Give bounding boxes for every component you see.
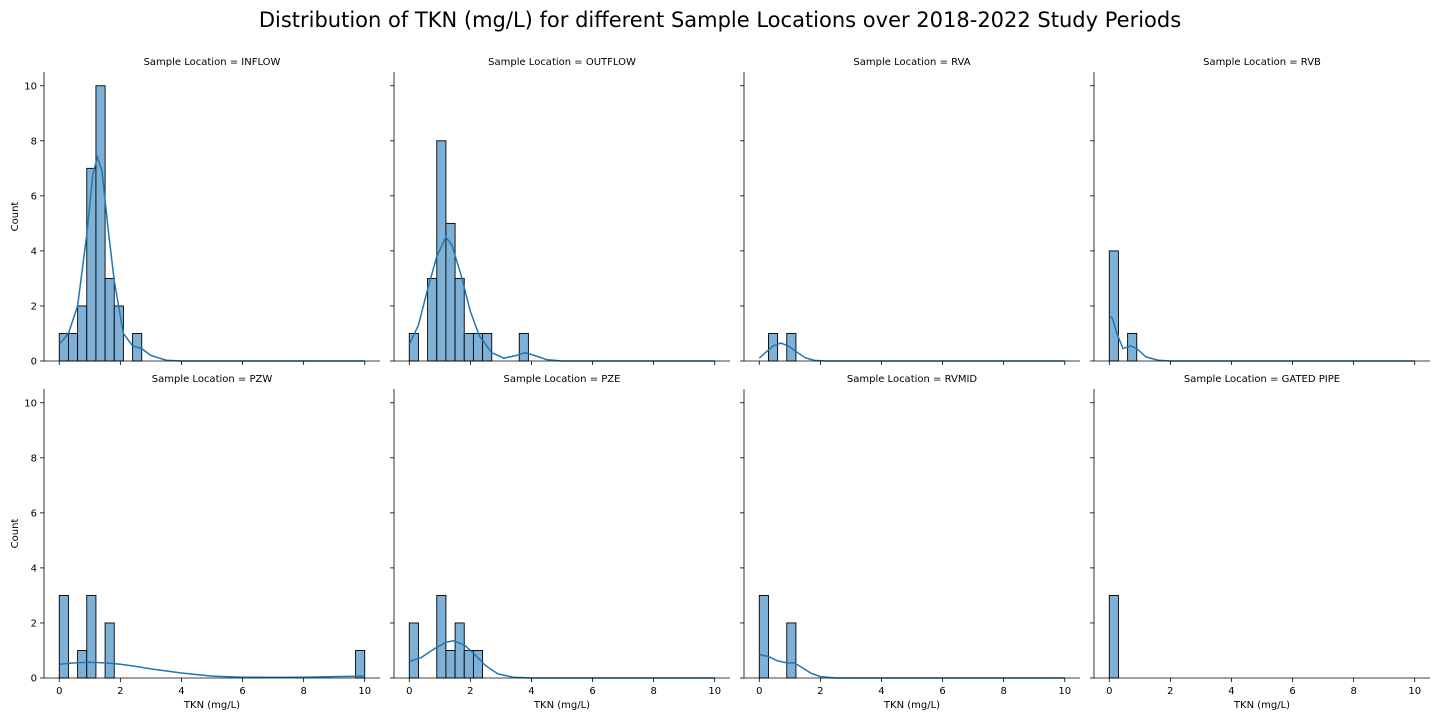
histogram-bar bbox=[408, 622, 419, 679]
facet-panel: Sample Location = RVMID 0 2 4 6 8 10 TKN (mg/L) bbox=[740, 374, 1080, 711]
kde-line bbox=[758, 342, 1065, 362]
x-tick-label: 10 bbox=[1408, 686, 1421, 697]
y-tick-label: 0 bbox=[31, 674, 37, 685]
y-tick-label: 6 bbox=[31, 508, 37, 519]
histogram-bar bbox=[518, 333, 529, 362]
x-axis-label: TKN (mg/L) bbox=[883, 700, 940, 711]
x-axis-label: TKN (mg/L) bbox=[183, 700, 240, 711]
histogram-bar bbox=[463, 333, 474, 362]
histogram-bar bbox=[58, 594, 69, 679]
facet-panel: Sample Location = PZW 0 2 4 6 8 10 0 2 4 6 8 10 TKN (… bbox=[10, 374, 380, 711]
x-tick-label: 2 bbox=[817, 686, 823, 697]
histogram-bar bbox=[454, 277, 465, 362]
panel-title: Sample Location = RVA bbox=[853, 57, 970, 68]
y-tick-label: 8 bbox=[31, 453, 37, 464]
histogram-bar bbox=[436, 594, 447, 679]
histogram-bar bbox=[786, 622, 797, 679]
y-tick-label: 8 bbox=[31, 136, 37, 147]
panel-title: Sample Location = GATED PIPE bbox=[1184, 374, 1340, 385]
histogram-bar bbox=[86, 167, 97, 362]
y-tick-label: 10 bbox=[24, 81, 37, 92]
panel-title: Sample Location = RVMID bbox=[847, 374, 978, 385]
x-tick-label: 0 bbox=[406, 686, 412, 697]
histogram-bar bbox=[95, 85, 106, 362]
x-tick-label: 6 bbox=[239, 686, 245, 697]
histogram-bar bbox=[67, 333, 79, 362]
histogram-bar bbox=[77, 305, 88, 362]
histogram-bar bbox=[408, 333, 419, 362]
histogram-bar bbox=[1108, 594, 1119, 679]
histogram-bar bbox=[427, 277, 438, 362]
x-tick-label: 4 bbox=[178, 686, 184, 697]
x-tick-label: 8 bbox=[650, 686, 656, 697]
histogram-bar bbox=[454, 622, 465, 679]
panel-title: Sample Location = INFLOW bbox=[144, 57, 281, 68]
histogram-bar bbox=[767, 333, 779, 362]
x-tick-label: 8 bbox=[1000, 686, 1006, 697]
x-tick-label: 6 bbox=[939, 686, 945, 697]
x-tick-label: 4 bbox=[528, 686, 534, 697]
x-tick-label: 6 bbox=[1289, 686, 1295, 697]
x-tick-label: 10 bbox=[358, 686, 371, 697]
x-axis-label: TKN (mg/L) bbox=[1233, 700, 1290, 711]
facet-panel: Sample Location = GATED PIPE 0 2 4 6 8 10 TKN (… bbox=[1090, 374, 1430, 711]
x-tick-label: 10 bbox=[1058, 686, 1071, 697]
x-tick-label: 2 bbox=[1167, 686, 1173, 697]
x-tick-label: 4 bbox=[1228, 686, 1234, 697]
kde-line bbox=[759, 653, 1065, 679]
histogram-bar bbox=[355, 650, 366, 679]
histogram-bar bbox=[463, 650, 474, 679]
x-tick-label: 0 bbox=[1106, 686, 1112, 697]
x-tick-label: 0 bbox=[56, 686, 62, 697]
x-tick-label: 10 bbox=[708, 686, 721, 697]
panel-title: Sample Location = RVB bbox=[1203, 57, 1321, 68]
y-tick-label: 2 bbox=[31, 301, 37, 312]
histogram-bar bbox=[436, 140, 447, 362]
histogram-bar bbox=[86, 594, 97, 679]
facet-panel: Sample Location = RVB bbox=[1090, 57, 1430, 365]
x-tick-label: 0 bbox=[756, 686, 762, 697]
x-tick-label: 4 bbox=[878, 686, 884, 697]
x-tick-label: 2 bbox=[117, 686, 123, 697]
y-tick-label: 10 bbox=[24, 398, 37, 409]
y-tick-label: 4 bbox=[31, 563, 37, 574]
y-tick-label: 2 bbox=[31, 618, 37, 629]
y-tick-label: 4 bbox=[31, 246, 37, 257]
histogram-bar bbox=[77, 650, 88, 679]
y-tick-label: 0 bbox=[31, 357, 37, 368]
histogram-bar bbox=[104, 277, 115, 362]
facet-panel: Sample Location = INFLOW 0 2 4 6 8 10 Count bbox=[10, 57, 380, 368]
histogram-bar bbox=[58, 333, 69, 362]
y-axis-label: Count bbox=[10, 519, 21, 549]
x-axis-label: TKN (mg/L) bbox=[533, 700, 590, 711]
panel-title: Sample Location = PZW bbox=[152, 374, 273, 385]
x-tick-label: 8 bbox=[300, 686, 306, 697]
x-tick-label: 6 bbox=[589, 686, 595, 697]
histogram-bar bbox=[445, 650, 456, 679]
kde-line bbox=[1108, 315, 1415, 362]
histogram-bar bbox=[113, 305, 124, 362]
histogram-bar bbox=[1108, 250, 1119, 362]
y-axis-label: Count bbox=[10, 202, 21, 232]
facet-panel: Sample Location = PZE 0 2 4 6 8 10 TKN (mg/L) bbox=[390, 374, 730, 711]
histogram-bar bbox=[758, 594, 769, 679]
x-tick-label: 8 bbox=[1350, 686, 1356, 697]
facet-panel: Sample Location = OUTFLOW bbox=[390, 57, 730, 365]
kde-line bbox=[59, 661, 365, 679]
histogram-bar bbox=[104, 622, 115, 679]
panel-title: Sample Location = PZE bbox=[504, 374, 621, 385]
x-tick-label: 2 bbox=[467, 686, 473, 697]
y-tick-label: 6 bbox=[31, 191, 37, 202]
panel-title: Sample Location = OUTFLOW bbox=[488, 57, 636, 68]
facet-panel: Sample Location = RVA bbox=[740, 57, 1080, 365]
figure-title: Distribution of TKN (mg/L) for different… bbox=[258, 8, 1182, 32]
